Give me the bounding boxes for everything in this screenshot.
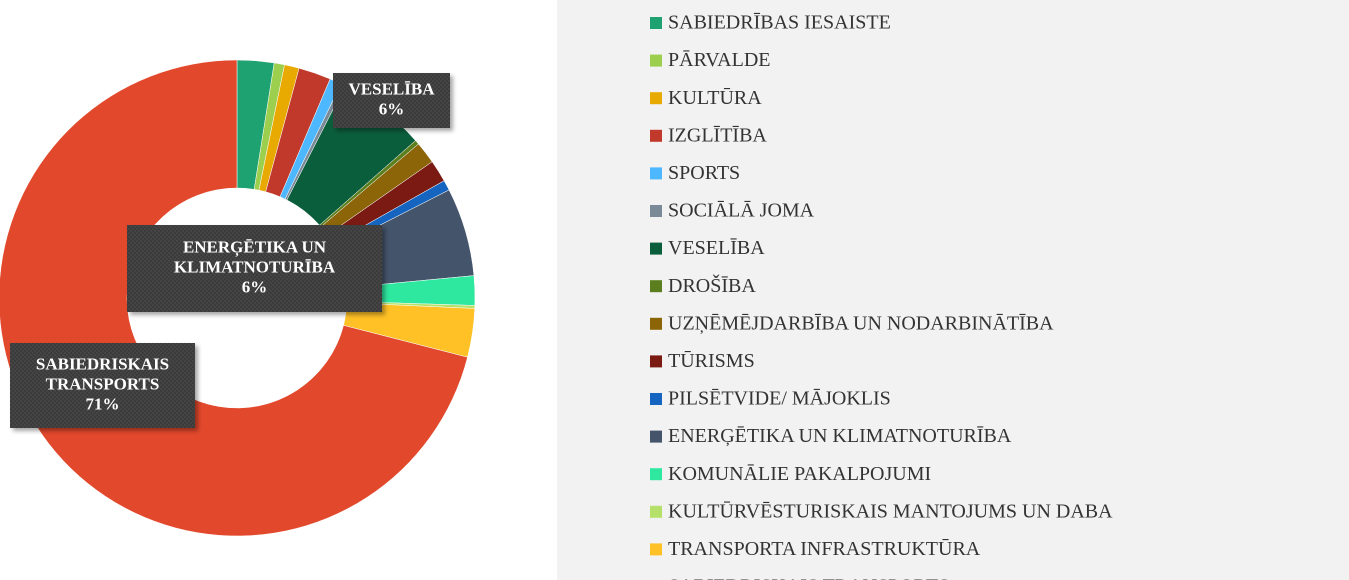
legend-label: SOCIĀLĀ JOMA [668, 200, 815, 222]
legend-panel [557, 0, 1349, 580]
legend-label: KULTŪRA [668, 87, 762, 109]
legend-label: PILSĒTVIDE/ MĀJOKLIS [668, 388, 891, 410]
data-label-value: 6% [242, 277, 268, 296]
data-label-category: VESELĪBA [349, 79, 436, 98]
data-label-category: ENERĢĒTIKA UN KLIMATNOTURĪBA [174, 237, 336, 276]
legend-label: UZŅĒMĒJDARBĪBA UN NODARBINĀTĪBA [668, 312, 1054, 334]
data-label-box [333, 73, 450, 128]
legend-swatch [650, 505, 662, 518]
legend-label: SPORTS [668, 162, 740, 184]
legend-label: IZGLĪTĪBA [668, 124, 767, 146]
legend-swatch [650, 355, 662, 368]
legend-swatch [650, 205, 662, 217]
legend-swatch [650, 393, 662, 405]
legend-label: KOMUNĀLIE PAKALPOJUMI [668, 463, 931, 485]
legend-swatch [650, 280, 662, 293]
data-label-line: SABIEDRISKAIS [36, 354, 169, 373]
legend-swatch [650, 129, 662, 142]
legend-swatch [650, 54, 662, 67]
data-label-box [127, 225, 382, 312]
legend-label: SABIEDRISKAIS TRANSPORTS [668, 576, 949, 580]
legend-label: TŪRISMS [668, 350, 755, 372]
legend-label: KULTŪRVĒSTURISKAIS MANTOJUMS UN DABA [668, 500, 1113, 522]
legend-swatch [650, 92, 662, 105]
data-label-category: SABIEDRISKAIS TRANSPORTS [36, 354, 169, 393]
legend-label: VESELĪBA [668, 237, 765, 259]
data-label-box [10, 343, 195, 428]
legend-label: DROŠĪBA [668, 273, 756, 297]
legend-label: TRANSPORTA INFRASTRUKTŪRA [668, 538, 981, 560]
legend-swatch [650, 317, 662, 330]
data-label-line: ENERĢĒTIKA UN [183, 237, 327, 257]
legend-label: SABIEDRĪBAS IESAISTE [668, 12, 891, 34]
data-label-line: TRANSPORTS [46, 374, 160, 393]
data-label-value: 6% [379, 99, 405, 118]
legend-swatch [650, 468, 662, 481]
data-label-value: 71% [86, 394, 120, 413]
legend-swatch [650, 167, 662, 180]
legend-swatch [650, 17, 662, 29]
legend-label: ENERĢĒTIKA UN KLIMATNOTURĪBA [668, 425, 1012, 447]
legend-swatch [650, 430, 662, 443]
legend-swatch [650, 543, 662, 556]
legend-label: PĀRVALDE [668, 49, 771, 71]
legend-swatch [650, 242, 662, 255]
data-label-line: KLIMATNOTURĪBA [174, 257, 336, 276]
